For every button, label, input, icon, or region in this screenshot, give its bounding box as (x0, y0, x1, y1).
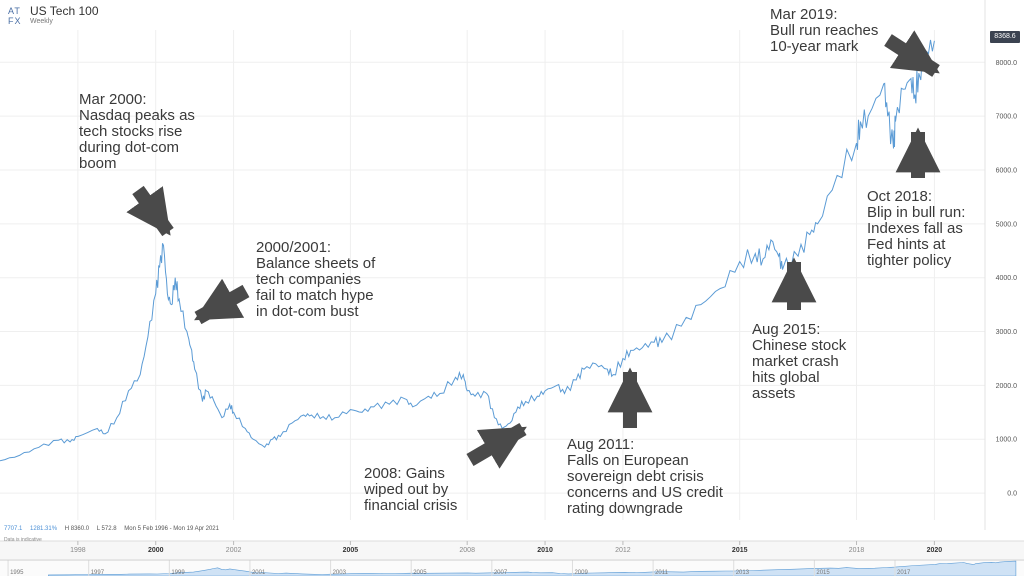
navigator-area (48, 560, 1017, 576)
navigator-label: 2011 (655, 570, 669, 576)
annotation-aug-2015: Aug 2015: Chinese stock market crash hit… (752, 321, 847, 402)
arrow-2008 (466, 422, 527, 469)
chart-interval[interactable]: Weekly (30, 18, 53, 25)
price-series-line (0, 39, 935, 462)
disclaimer: Data is indicative (4, 537, 42, 543)
x-tick-label: 2008 (459, 547, 475, 554)
x-tick-label: 2015 (732, 547, 748, 554)
navigator-label: 2007 (494, 570, 508, 576)
y-tick-label: 3000.0 (996, 329, 1018, 336)
x-tick-label: 2018 (849, 547, 865, 554)
y-tick-label: 6000.0 (996, 168, 1018, 175)
navigator-label: 2001 (252, 570, 266, 576)
navigator-label: 1997 (91, 570, 105, 576)
y-tick-label: 1000.0 (996, 437, 1018, 444)
navigator-label: 1995 (10, 570, 24, 576)
stat-range: Mon 5 Feb 1996 - Mon 19 Apr 2021 (124, 526, 219, 532)
y-tick-label: 8000.0 (996, 60, 1018, 67)
chart-title: US Tech 100 (30, 4, 99, 18)
x-tick-label: 2020 (927, 547, 943, 554)
annotation-2000-2001: 2000/2001: Balance sheets of tech compan… (256, 239, 376, 320)
stat-last: 7707.1 (4, 526, 23, 532)
arrow-2000-2001 (194, 278, 250, 325)
navigator-label: 2013 (736, 570, 750, 576)
navigator-label: 2005 (413, 570, 427, 576)
x-tick-label: 1998 (70, 547, 86, 554)
x-tick-label: 2000 (148, 547, 164, 554)
y-tick-label: 0.0 (1007, 491, 1017, 498)
x-tick-label: 2012 (615, 547, 631, 554)
navigator-label: 2017 (897, 570, 911, 576)
logo-line-2: FX (8, 16, 22, 26)
stat-change: 1281.31% (30, 526, 58, 532)
arrow-mar-2000 (126, 185, 174, 237)
x-axis-band (0, 541, 1024, 559)
y-tick-label: 2000.0 (996, 383, 1018, 390)
navigator-label: 1999 (171, 570, 185, 576)
annotation-mar-2000: Mar 2000: Nasdaq peaks as tech stocks ri… (79, 91, 195, 172)
stat-low: L 572.8 (96, 526, 117, 532)
y-tick-label: 7000.0 (996, 114, 1018, 121)
x-tick-label: 2010 (537, 547, 553, 554)
y-tick-label: 4000.0 (996, 275, 1018, 282)
navigator-label: 2009 (574, 570, 588, 576)
annotation-oct-2018: Oct 2018: Blip in bull run: Indexes fall… (867, 188, 966, 269)
stats-bar: 7707.1 1281.31% H 8360.0 L 572.8 Mon 5 F… (4, 526, 225, 532)
annotation-2008: 2008: Gains wiped out by financial crisi… (364, 465, 458, 514)
arrow-mar-2019 (884, 30, 940, 77)
navigator-label: 2003 (333, 570, 347, 576)
broker-logo: AT FX (8, 6, 24, 26)
stat-high: H 8360.0 (64, 526, 90, 532)
last-price-badge: 8368.6 (990, 31, 1020, 43)
x-tick-label: 2002 (226, 547, 242, 554)
x-tick-label: 2005 (343, 547, 359, 554)
y-tick-label: 5000.0 (996, 221, 1018, 228)
annotation-aug-2011: Aug 2011: Falls on European sovereign de… (567, 436, 723, 517)
annotation-mar-2019: Mar 2019: Bull run reaches 10-year mark (770, 6, 879, 55)
navigator-label: 2015 (816, 570, 830, 576)
logo-line-1: AT (8, 6, 21, 16)
